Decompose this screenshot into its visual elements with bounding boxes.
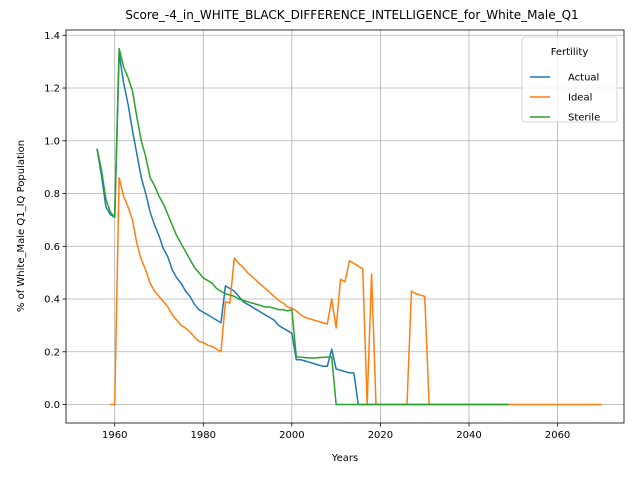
y-axis-ticks: 0.0 0.2 0.4 0.6 0.8 1.0 1.2 1.4 xyxy=(44,31,66,411)
y-tick-label: 0.4 xyxy=(44,295,60,306)
x-axis-ticks: 1960 1980 2000 2020 2040 2060 xyxy=(102,423,570,441)
y-tick-label: 0.6 xyxy=(44,242,60,253)
x-tick-label: 2040 xyxy=(456,430,481,441)
legend: Fertility Actual Ideal Sterile xyxy=(521,36,618,124)
x-axis-label: Years xyxy=(331,453,358,464)
y-tick-label: 1.0 xyxy=(44,136,60,147)
legend-label-ideal: Ideal xyxy=(568,93,592,104)
legend-label-sterile: Sterile xyxy=(568,113,600,124)
grid xyxy=(66,30,624,423)
chart-title: Score_-4_in_WHITE_BLACK_DIFFERENCE_INTEL… xyxy=(125,8,578,22)
y-tick-label: 0.2 xyxy=(44,347,60,358)
y-tick-label: 0.0 xyxy=(44,400,60,411)
x-tick-label: 1980 xyxy=(191,430,216,441)
plot-frame xyxy=(65,29,625,424)
series-lines xyxy=(96,47,602,406)
series-line-actual xyxy=(96,52,509,406)
x-tick-label: 2020 xyxy=(368,430,393,441)
x-tick-label: 2060 xyxy=(545,430,570,441)
y-tick-label: 0.8 xyxy=(44,189,60,200)
legend-box xyxy=(521,36,618,123)
y-tick-label: 1.4 xyxy=(44,31,60,42)
x-tick-label: 2000 xyxy=(279,430,304,441)
y-tick-label: 1.2 xyxy=(44,84,60,95)
legend-title: Fertility xyxy=(551,47,589,58)
series-line-sterile xyxy=(96,47,509,406)
legend-label-actual: Actual xyxy=(568,73,599,84)
y-axis-label: % of White_Male Q1_IQ Population xyxy=(16,140,27,312)
x-tick-label: 1960 xyxy=(102,430,127,441)
